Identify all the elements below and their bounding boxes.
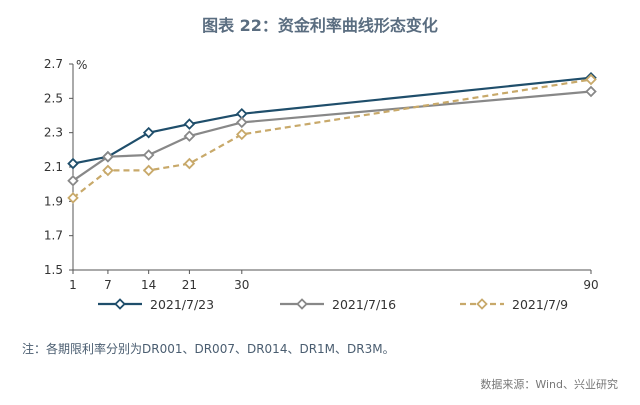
legend-marker: [114, 298, 126, 310]
data-point-marker: [102, 164, 114, 177]
legend-label: 2021/7/23: [150, 297, 214, 312]
y-unit-label: %: [76, 58, 87, 72]
data-point-marker: [142, 149, 155, 161]
series-line: [72, 90, 592, 182]
legend-label: 2021/7/9: [512, 297, 568, 312]
x-tick-label: 14: [141, 278, 156, 292]
legend-marker: [476, 298, 488, 310]
data-point-marker: [236, 128, 248, 141]
legend-marker: [296, 298, 308, 310]
data-point-marker: [183, 118, 196, 130]
y-tick-label: 1.9: [44, 194, 63, 208]
chart-legend: 2021/7/23 2021/7/16 2021/7/9: [98, 297, 568, 312]
x-tick-label: 7: [104, 278, 112, 292]
data-point-marker: [585, 85, 597, 98]
data-point-marker: [236, 116, 248, 129]
chart-series: [67, 71, 597, 204]
data-source: 数据来源：Wind、兴业研究: [480, 378, 618, 391]
y-tick-label: 1.5: [44, 263, 63, 277]
chart-axes: 1.5 1.7 1.9 2.1 2.3 2.5 2.7 % 1 7 14 21 30 90: [44, 57, 599, 292]
data-point-marker: [183, 157, 196, 170]
data-point-marker: [585, 73, 597, 86]
y-tick-label: 2.1: [44, 160, 63, 174]
y-tick-label: 2.7: [44, 57, 63, 71]
data-point-marker: [67, 192, 79, 204]
footnote: 注：各期限利率分别为DR001、DR007、DR014、DR1M、DR3M。: [22, 342, 395, 356]
data-point-marker: [67, 157, 79, 170]
data-point-marker: [183, 130, 196, 142]
y-tick-label: 1.7: [44, 229, 63, 243]
x-tick-label: 1: [69, 278, 77, 292]
x-tick-label: 30: [234, 278, 249, 292]
data-point-marker: [67, 174, 79, 187]
data-point-marker: [142, 126, 155, 139]
y-tick-label: 2.5: [44, 91, 63, 105]
series-line: [72, 76, 592, 165]
x-tick-label: 90: [583, 278, 598, 292]
data-point-marker: [142, 164, 155, 177]
chart-title: 图表 22：资金利率曲线形态变化: [202, 16, 438, 35]
data-point-marker: [102, 150, 114, 163]
x-tick-label: 21: [182, 278, 197, 292]
y-tick-label: 2.3: [44, 126, 63, 140]
line-chart: 1.5 1.7 1.9 2.1 2.3 2.5 2.7 % 1 7 14 21 30 90 2021/7/…: [44, 57, 599, 312]
legend-label: 2021/7/16: [332, 297, 396, 312]
series-line: [72, 78, 592, 199]
